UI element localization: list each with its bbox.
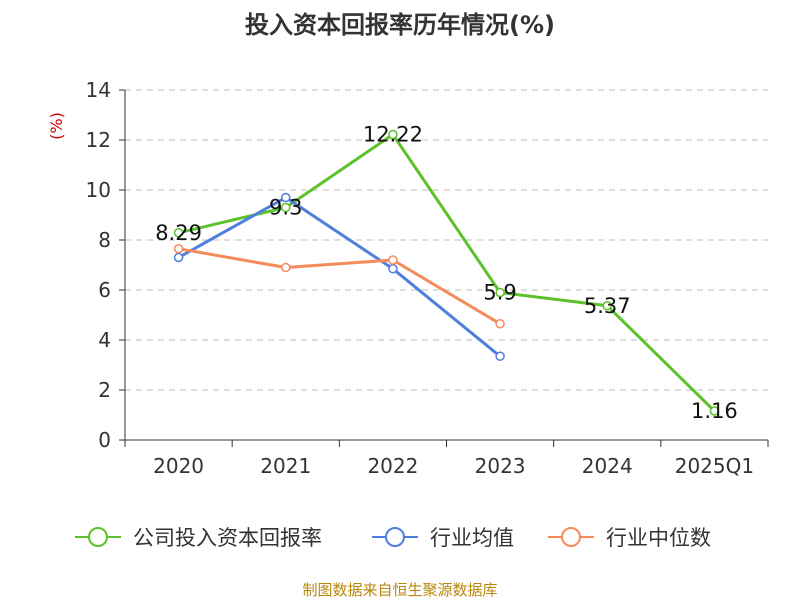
x-tick-label: 2020	[153, 454, 204, 478]
series-line	[177, 196, 502, 358]
x-tick-label: 2024	[582, 454, 633, 478]
y-tick-label: 14	[86, 78, 111, 102]
data-label: 5.9	[483, 281, 516, 305]
series-lines	[173, 129, 720, 416]
data-point	[388, 255, 398, 265]
data-point	[173, 228, 184, 238]
data-point	[281, 202, 291, 213]
y-axis-unit: (%)	[47, 112, 66, 140]
chart-title: 投入资本回报率历年情况(%)	[245, 11, 555, 39]
data-label: 5.37	[584, 294, 631, 318]
series-line	[178, 133, 716, 413]
y-tick-label: 0	[98, 428, 111, 452]
data-point	[709, 406, 720, 416]
x-tick-label: 2021	[260, 454, 311, 478]
legend-label: 公司投入资本回报率	[133, 526, 322, 550]
data-label: 1.16	[691, 399, 738, 423]
data-point	[495, 287, 505, 298]
axes: 0 2 4 6 8 10 12 14 2020 2021 2022 2023 2024 2025Q1	[86, 78, 769, 478]
x-tick-label: 2023	[475, 454, 526, 478]
y-tick-label: 10	[86, 178, 111, 202]
source-note: 制图数据来自恒生聚源数据库	[302, 581, 497, 599]
data-label: 12.22	[363, 123, 423, 147]
y-tick-label: 12	[86, 128, 111, 152]
y-tick-label: 2	[98, 378, 111, 402]
legend-marker	[88, 527, 108, 547]
data-point	[388, 264, 398, 274]
data-point	[173, 252, 184, 263]
y-tick-label: 4	[98, 328, 111, 352]
data-point	[495, 351, 505, 361]
y-tick-label: 8	[98, 228, 111, 252]
legend-marker	[385, 527, 405, 547]
data-point	[281, 262, 291, 273]
data-point	[495, 319, 505, 329]
data-point	[388, 129, 398, 140]
data-point	[281, 192, 291, 203]
grid	[125, 89, 768, 391]
legend-marker	[561, 527, 581, 547]
legend-label: 行业中位数	[606, 526, 711, 550]
x-tick-label: 2025Q1	[675, 454, 754, 478]
x-tick-label: 2022	[367, 454, 418, 478]
legend-label: 行业均值	[430, 526, 514, 550]
data-label: 8.29	[155, 221, 202, 245]
series-line	[178, 247, 501, 326]
legend: 公司投入资本回报率 行业均值 行业中位数	[75, 526, 711, 550]
data-point	[602, 301, 612, 311]
data-label: 9.3	[269, 196, 302, 220]
data-labels: 8.29 9.3 12.22 5.9 5.37 1.16	[155, 123, 738, 424]
data-point	[173, 244, 184, 254]
y-tick-label: 6	[98, 278, 111, 302]
